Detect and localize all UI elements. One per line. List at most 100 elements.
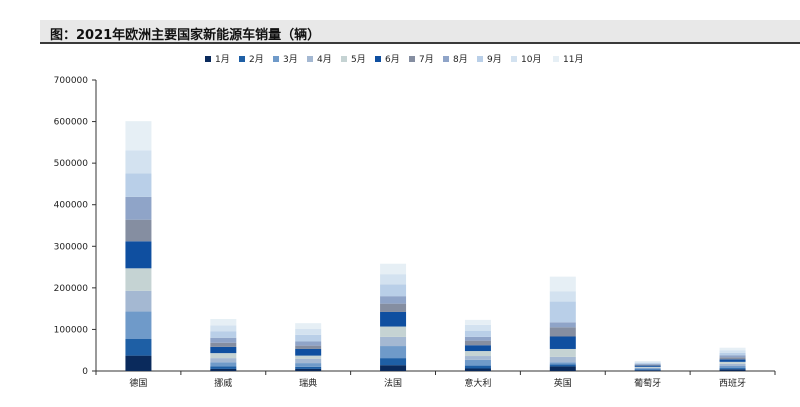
bar-segment <box>210 319 237 326</box>
bar-segment <box>634 363 661 365</box>
bar-segment <box>634 370 661 371</box>
x-category-label: 意大利 <box>464 377 491 389</box>
bar-segment <box>464 356 491 360</box>
bar-segment <box>719 361 746 364</box>
bar-segment <box>719 355 746 358</box>
legend-swatch <box>273 56 279 62</box>
bar-segment <box>464 359 491 366</box>
legend-swatch <box>205 56 211 62</box>
y-tick-label: 200000 <box>54 284 89 294</box>
bar-segment <box>295 368 322 371</box>
bar-segment <box>125 173 152 197</box>
bar-segment <box>719 347 746 351</box>
bar-segment <box>464 340 491 346</box>
y-tick-label: 100000 <box>54 325 89 335</box>
bar-segment <box>380 326 407 337</box>
bar-segment <box>464 324 491 331</box>
bar-segment <box>634 366 661 368</box>
bar-segment <box>210 325 237 332</box>
bar-segment <box>634 369 661 371</box>
bar-segment <box>464 319 491 325</box>
bar-segment <box>125 311 152 339</box>
bar-segment <box>125 241 152 269</box>
bar-segment <box>634 365 661 367</box>
bar-segment <box>719 359 746 362</box>
bar-segment <box>295 348 322 356</box>
bar-segment <box>295 345 322 349</box>
bar-segment <box>125 121 152 151</box>
bar-segment <box>210 342 237 347</box>
bar-segment <box>210 353 237 359</box>
x-category-label: 法国 <box>384 377 402 389</box>
bar-segment <box>549 366 576 371</box>
legend-swatch <box>239 56 245 62</box>
legend-swatch <box>341 56 347 62</box>
bar-segment <box>125 338 152 356</box>
bar-segment <box>125 150 152 174</box>
x-category-label: 挪威 <box>214 377 232 389</box>
bar-segment <box>125 196 152 220</box>
bar-segment <box>719 350 746 353</box>
x-category-label: 英国 <box>554 377 572 389</box>
bar-segment <box>549 336 576 349</box>
bar-segment <box>719 366 746 369</box>
bar-segment <box>464 368 491 371</box>
bar-segment <box>634 364 661 366</box>
bar-segment <box>295 355 322 359</box>
bar-segment <box>549 301 576 323</box>
bar-segment <box>549 348 576 357</box>
bar-segment <box>295 366 322 369</box>
legend-swatch <box>409 56 415 62</box>
bar-segment <box>464 351 491 357</box>
bar-segment <box>549 364 576 367</box>
bar-segment <box>380 365 407 371</box>
x-category-label: 葡萄牙 <box>634 377 661 389</box>
legend-label: 6月 <box>385 54 400 65</box>
legend-label: 2月 <box>249 54 264 65</box>
bar-segment <box>210 366 237 369</box>
x-category-label: 西班牙 <box>719 377 746 389</box>
legend-swatch <box>443 56 449 62</box>
legend-label: 9月 <box>487 54 502 65</box>
bar-segment <box>380 358 407 366</box>
x-category-label: 德国 <box>129 377 147 389</box>
bar-segment <box>380 296 407 304</box>
bar-segment <box>719 369 746 371</box>
bar-segment <box>125 268 152 291</box>
bar-segment <box>719 357 746 360</box>
bar-segment <box>380 303 407 312</box>
bar-segment <box>719 368 746 370</box>
y-tick-label: 0 <box>82 367 88 377</box>
bar-segment <box>125 355 152 371</box>
bar-segment <box>210 358 237 363</box>
bar-segment <box>295 334 322 342</box>
bar-segment <box>295 329 322 335</box>
bar-segment <box>210 337 237 343</box>
title-bar: 图：2021年欧洲主要国家新能源车销量（辆） <box>40 20 800 44</box>
bar-segment <box>464 330 491 337</box>
y-tick-label: 300000 <box>54 242 89 252</box>
bar-segment <box>380 284 407 297</box>
bar-segment <box>549 327 576 337</box>
y-tick-label: 700000 <box>54 76 89 86</box>
legend-label: 10月 <box>521 54 541 65</box>
bar-segment <box>210 362 237 367</box>
y-tick-label: 600000 <box>54 118 89 128</box>
legend-swatch <box>511 56 517 62</box>
bar-segment <box>549 276 576 292</box>
bar-segment <box>464 336 491 341</box>
legend-label: 4月 <box>317 54 332 65</box>
bar-segment <box>464 345 491 352</box>
bar-segment <box>210 368 237 371</box>
bar-segment <box>634 362 661 364</box>
bar-segment <box>549 356 576 363</box>
bar-segment <box>380 346 407 359</box>
legend-swatch <box>553 56 559 62</box>
legend-swatch <box>375 56 381 62</box>
y-tick-label: 400000 <box>54 201 89 211</box>
y-tick-label: 500000 <box>54 159 89 169</box>
bar-segment <box>549 291 576 302</box>
bar-segment <box>634 368 661 370</box>
bar-segment <box>210 346 237 354</box>
